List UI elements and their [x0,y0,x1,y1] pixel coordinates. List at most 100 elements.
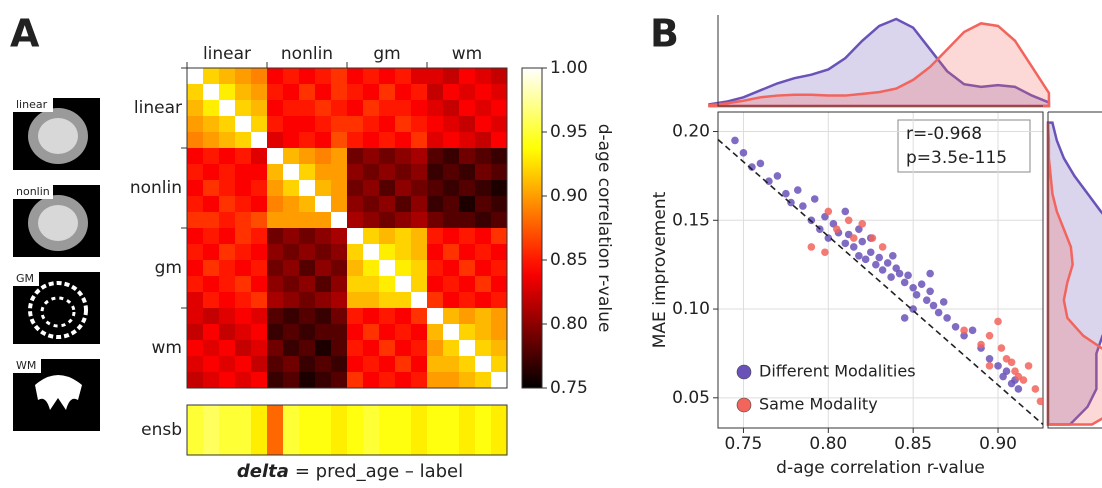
heatmap-cell [443,340,460,357]
heatmap-cell [395,340,412,357]
panel-label: B [650,12,679,56]
colorbar-tick-label: 0.90 [550,186,588,206]
ensemble-cell [315,405,332,455]
heatmap-cell [491,292,508,309]
heatmap-cell [347,84,364,101]
heatmap-cell [475,260,492,277]
annotation: r=-0.968 [906,124,982,144]
heatmap-cell [379,276,396,293]
heatmap-cell [251,68,268,85]
heatmap-cell [347,132,364,149]
point [855,251,863,260]
heatmap-cell [203,84,220,101]
heatmap-cell [331,132,348,149]
point [997,344,1006,352]
point [912,291,921,299]
caption-text: = pred_age – label [295,461,463,482]
point [929,301,938,310]
heatmap-cell [235,292,252,309]
point [960,331,968,340]
point [994,362,1002,370]
heatmap-cell [491,324,508,341]
heatmap-cell [187,132,204,149]
heatmap-cell [475,84,492,101]
heatmap-cell [459,196,476,213]
heatmap-cell [443,292,460,309]
heatmap-cell [331,260,348,277]
heatmap-cell [379,196,396,213]
heatmap-cell [283,180,300,197]
heatmap-cell [283,244,300,261]
heatmap-cell [443,260,460,277]
heatmap-cell [235,356,252,373]
point [1019,376,1028,384]
point [939,298,948,306]
heatmap-cell [267,180,284,197]
heatmap-cell [379,100,396,117]
heatmap-cell [331,372,348,389]
heatmap-cell [459,276,476,293]
heatmap-cell [315,116,332,133]
heatmap-cell [235,260,252,277]
heatmap-cell [395,164,412,181]
heatmap-cell [491,116,508,133]
caption: delta = pred_age – label [237,461,463,482]
heatmap-cell [251,244,268,261]
ensemble-cell [331,405,348,455]
heatmap-cell [315,132,332,149]
heatmap-cell [475,180,492,197]
heatmap-cell [491,68,508,85]
legend-label: Same Modality [759,395,878,414]
row-group-label: wm [152,338,182,358]
heatmap-cell [411,164,428,181]
heatmap-cell [363,340,380,357]
heatmap-cell [187,100,204,117]
heatmap-cell [491,308,508,325]
heatmap-cell [427,132,444,149]
heatmap-cell [427,148,444,165]
heatmap-cell [267,244,284,261]
heatmap-cell [363,292,380,309]
heatmap-cell [315,212,332,229]
heatmap-cell [347,244,364,261]
heatmap-cell [379,356,396,373]
thumbnail-label: nonlin [16,185,50,198]
heatmap-cell [331,244,348,261]
heatmap-cell [443,212,460,229]
heatmap-cell [395,116,412,133]
heatmap-cell [491,180,508,197]
heatmap-cell [187,260,204,277]
heatmap-cell [491,164,508,181]
point [878,243,887,251]
heatmap-cell [251,84,268,101]
heatmap-cell [299,116,316,133]
heatmap-cell [251,180,268,197]
heatmap-cell [459,68,476,85]
heatmap-cell [427,180,444,197]
heatmap-cell [411,116,428,133]
heatmap-cell [331,292,348,309]
ensemble-label: ensb [141,420,182,440]
heatmap-cell [315,356,332,373]
point [985,331,994,340]
heatmap-cell [331,212,348,229]
point [922,296,931,304]
point [909,283,917,292]
heatmap-cell [363,260,380,277]
ensemble-cell [299,405,316,455]
point [841,207,850,216]
heatmap-cell [475,356,492,373]
ensemble-cell [491,405,508,455]
heatmap-cell [379,116,396,133]
heatmap-cell [299,100,316,117]
heatmap-cell [187,180,204,197]
heatmap-cell [443,100,460,117]
heatmap-cell [219,276,236,293]
heatmap-cell [203,340,220,357]
heatmap-cell [427,372,444,389]
heatmap-cell [427,212,444,229]
heatmap-cell [315,84,332,101]
colorbar-tick-label: 0.75 [550,378,588,398]
point [934,308,943,317]
